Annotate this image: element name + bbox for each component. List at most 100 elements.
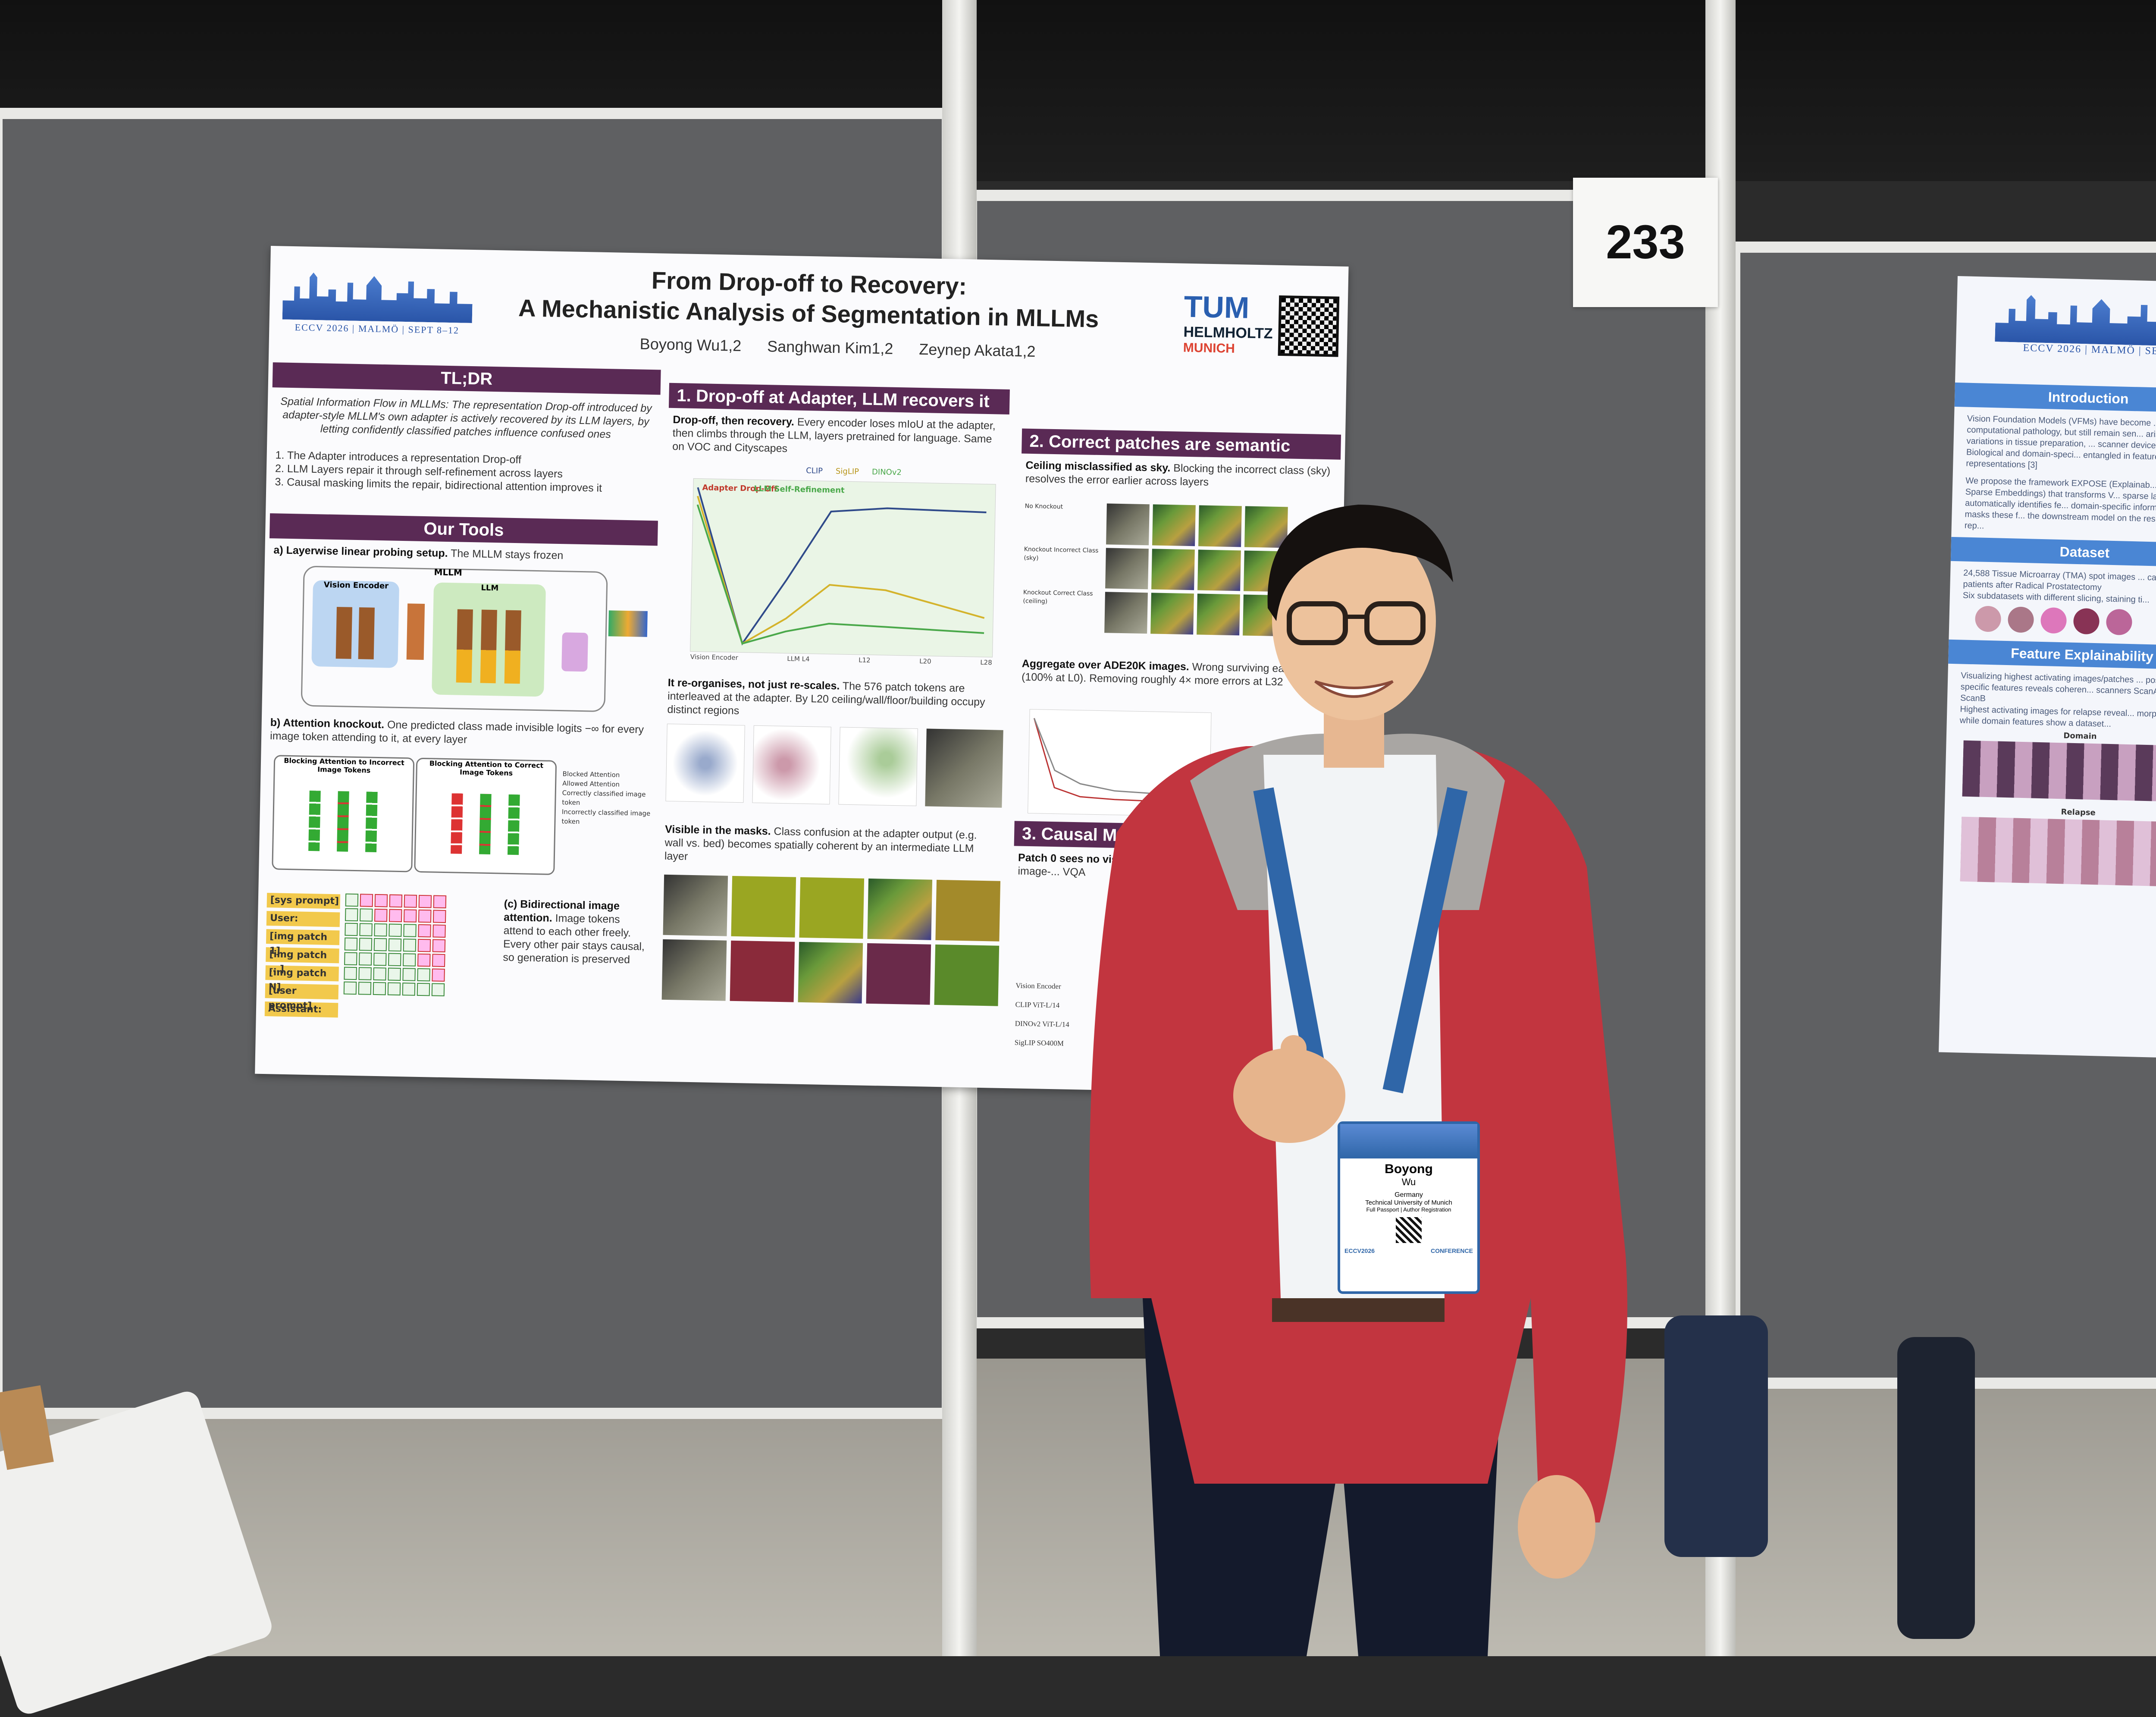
name-badge: Boyong Wu Germany Technical University o… [1338, 1121, 1480, 1294]
llm-layer-1 [456, 609, 473, 683]
tool-c-caption: (c) Bidirectional image attention. Image… [503, 898, 651, 967]
neighbor-features-text: Visualizing highest activating images/pa… [1960, 671, 2156, 703]
badge-country: Germany [1395, 1191, 1423, 1199]
section1-lead: Drop-off, then recovery. [673, 413, 795, 428]
tool-b-title: b) Attention knockout. [270, 716, 385, 731]
badge-org: Technical University of Munich [1365, 1199, 1452, 1206]
section2-lead: Ceiling misclassified as sky. [1025, 459, 1171, 474]
badge-type: Full Passport | Author Registration [1366, 1206, 1451, 1213]
reorg-text: It re-organises, not just re-scales. The… [667, 676, 1000, 723]
tool-a-title: a) Layerwise linear probing setup. [273, 544, 448, 560]
vision-encoder-label: Vision Encoder [323, 580, 389, 591]
adapter-block [406, 603, 425, 660]
booth-number: 233 [1606, 216, 1685, 269]
tool-b-caption: b) Attention knockout. One predicted cla… [270, 716, 650, 750]
badge-footer-left: ECCV2026 [1344, 1247, 1375, 1254]
legend-siglip: SigLIP [835, 467, 859, 477]
badge-footer-right: CONFERENCE [1430, 1247, 1473, 1254]
x-tick-l20: L20 [919, 657, 931, 665]
chart-legend: CLIP SigLIP DINOv2 [806, 466, 902, 477]
encoder-layer-1 [335, 607, 352, 659]
row-assistant: Assistant: [264, 1001, 338, 1018]
booth-number-sign: 233 [1573, 178, 1718, 307]
x-tick-l4: LLM L4 [787, 655, 810, 663]
thumb [1281, 1035, 1307, 1087]
legend-clip: CLIP [806, 466, 823, 476]
miou-line-chart: Adapter Drop-Off LLM Self-Refinement CLI… [690, 466, 996, 666]
mllm-diagram: MLLM Vision Encoder LLM [301, 565, 608, 713]
tools-banner: Our Tools [269, 513, 658, 546]
author-2: Sanghwan Kim1,2 [767, 337, 893, 358]
legend-dinov2: DINOv2 [871, 467, 902, 477]
knockout-legend: Blocked Attention Allowed Attention Corr… [561, 769, 653, 828]
affiliation-logos: TUM HELMHOLTZ MUNICH [1183, 289, 1273, 357]
tldr-points: 1. The Adapter introduces a representati… [275, 449, 655, 496]
knockout-panel-incorrect: Blocking Attention to Incorrect Image To… [272, 755, 415, 873]
glasses-icon [1287, 601, 1426, 645]
row-sys-prompt: [sys prompt] [266, 893, 341, 909]
face [1272, 522, 1436, 720]
x-tick-l28: L28 [980, 658, 992, 667]
knockout-panel-incorrect-title: Blocking Attention to Incorrect Image To… [284, 756, 404, 775]
bystander-legs [1897, 1337, 1975, 1639]
row-img-patch-1: [img patch 1] [266, 929, 340, 957]
tool-a-text: The MLLM stays frozen [450, 547, 564, 562]
domain-patch-grid [1962, 740, 2156, 802]
row-img-patch-n: [img patch N] [265, 965, 339, 993]
presenter-figure [1089, 505, 1627, 1656]
knockout-panel-correct: Blocking Attention to Correct Image Toke… [414, 757, 557, 875]
mask-comparison-grid [661, 874, 1001, 1006]
llm-refinement-annotation: LLM Self-Refinement [754, 484, 845, 495]
hair [1267, 505, 1453, 621]
munich-label: MUNICH [1183, 340, 1235, 356]
tool-a-caption: a) Layerwise linear probing setup. The M… [273, 543, 653, 564]
neighbor-skyline-logo [1995, 294, 2156, 347]
legend-incorrect: Incorrectly classified image token [561, 808, 651, 826]
masks-lead: Visible in the masks. [664, 823, 771, 838]
section2-banner: 2. Correct patches are semantic anchors [1022, 428, 1341, 477]
presenter: Boyong Wu Germany Technical University o… [1065, 479, 1639, 1656]
helmholtz-logo: HELMHOLTZ [1183, 323, 1273, 342]
author-1: Boyong Wu1,2 [639, 335, 742, 355]
thumbs-up-hand [1233, 1048, 1345, 1143]
neighbor-intro-text: Vision Foundation Models (VFMs) have bec… [1966, 414, 2156, 470]
author-list: Boyong Wu1,2 Sanghwan Kim1,2 Zeynep Akat… [639, 335, 1071, 361]
badge-qr-icon [1396, 1217, 1422, 1243]
section1-banner: 1. Drop-off at Adapter, LLM recovers it [668, 383, 1010, 414]
legend-correct: Correctly classified image token [562, 789, 646, 807]
dinov2-series-line [696, 504, 984, 645]
segmentation-mask-thumbnail [608, 610, 648, 637]
author-3: Zeynep Akata1,2 [918, 340, 1036, 361]
miou-line-chart-svg [696, 487, 987, 646]
smile [1314, 680, 1394, 698]
badge-last-name: Wu [1401, 1177, 1416, 1187]
llm-block: LLM [432, 582, 546, 697]
attention-mask-grid [343, 893, 492, 998]
masks-text: Visible in the masks. Class confusion at… [664, 823, 997, 869]
row-user: User: [266, 911, 340, 927]
tldr-banner: TL;DR [272, 362, 661, 395]
llm-label: LLM [481, 583, 499, 593]
qr-code-icon [1278, 295, 1340, 357]
neighbor-intro-text-2: We propose the framework EXPOSE (Explain… [1964, 476, 2156, 531]
research-poster: ECCV 2026 | MALMÖ | SEPT 8–12 From Drop-… [255, 246, 1349, 1095]
tum-logo: TUM [1183, 289, 1250, 325]
relapse-patch-grid [1960, 816, 2156, 887]
badge-footer: ECCV2026 CONFERENCE [1340, 1247, 1477, 1254]
row-user-prompt: [user prompt] [265, 983, 339, 1011]
encoder-layer-n [358, 607, 375, 659]
left-hand [1518, 1475, 1595, 1579]
section1-text: Drop-off, then recovery. Every encoder l… [672, 413, 1005, 460]
x-tick-vision-encoder: Vision Encoder [690, 653, 738, 662]
reorg-lead: It re-organises, not just re-scales. [667, 676, 840, 692]
knockout-panel-correct-title: Blocking Attention to Correct Image Toke… [429, 759, 544, 777]
bystander-legs-2 [1664, 1315, 1768, 1557]
siglip-series-line [697, 496, 985, 645]
linear-probe-block [561, 632, 588, 672]
neighbor-poster: ECCV 2026 | MALMÖ | SEPT 8 Introduction … [1939, 276, 2156, 1059]
x-tick-l12: L12 [859, 656, 871, 664]
lanyard [1253, 787, 1468, 1094]
tldr-summary: Spatial Information Flow in MLLMs: The r… [280, 395, 652, 441]
tsne-plots [665, 723, 1003, 808]
belt [1272, 1298, 1445, 1322]
